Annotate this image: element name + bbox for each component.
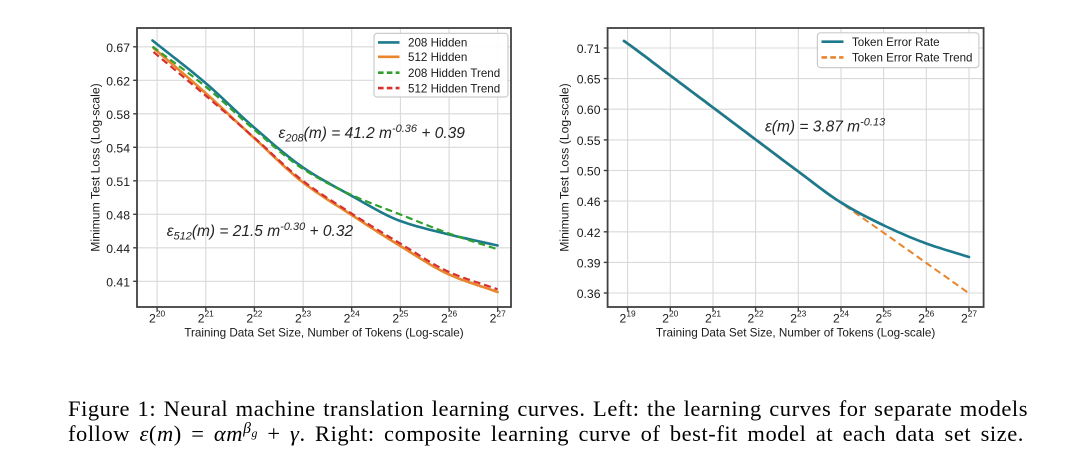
- svg-text:0.46: 0.46: [577, 195, 601, 209]
- svg-text:0.58: 0.58: [106, 108, 130, 122]
- svg-text:Token Error Rate Trend: Token Error Rate Trend: [852, 52, 973, 65]
- svg-text:Minimum Test Loss (Log-scale): Minimum Test Loss (Log-scale): [558, 83, 572, 251]
- svg-text:0.51: 0.51: [106, 175, 130, 189]
- svg-text:0.65: 0.65: [577, 73, 601, 87]
- svg-text:Training Data Set Size, Number: Training Data Set Size, Number of Tokens…: [184, 327, 463, 340]
- svg-text:0.41: 0.41: [106, 275, 130, 289]
- svg-text:512 Hidden: 512 Hidden: [408, 51, 467, 64]
- svg-text:0.50: 0.50: [577, 165, 601, 179]
- svg-text:512 Hidden Trend: 512 Hidden Trend: [408, 82, 500, 95]
- svg-text:0.62: 0.62: [106, 74, 130, 88]
- svg-text:0.54: 0.54: [106, 141, 130, 155]
- svg-text:Token Error Rate: Token Error Rate: [852, 36, 940, 49]
- svg-text:0.48: 0.48: [106, 208, 130, 222]
- svg-text:ε208(m) = 41.2 m-0.36 + 0.39: ε208(m) = 41.2 m-0.36 + 0.39: [279, 123, 466, 145]
- svg-text:208 Hidden: 208 Hidden: [408, 37, 467, 50]
- svg-text:0.71: 0.71: [577, 42, 601, 56]
- svg-text:0.44: 0.44: [106, 242, 130, 256]
- svg-text:0.42: 0.42: [577, 226, 601, 240]
- svg-text:Training Data Set Size, Number: Training Data Set Size, Number of Tokens…: [656, 327, 935, 340]
- svg-text:0.55: 0.55: [577, 134, 601, 148]
- svg-text:0.67: 0.67: [106, 41, 130, 55]
- svg-text:Minimum Test Loss (Log-scale): Minimum Test Loss (Log-scale): [89, 83, 103, 251]
- svg-text:ε512(m) = 21.5 m-0.30 + 0.32: ε512(m) = 21.5 m-0.30 + 0.32: [167, 221, 354, 243]
- svg-text:0.39: 0.39: [577, 256, 601, 270]
- svg-text:0.36: 0.36: [577, 287, 601, 301]
- svg-text:208 Hidden Trend: 208 Hidden Trend: [408, 67, 500, 80]
- svg-text:0.60: 0.60: [577, 103, 601, 117]
- svg-text:ε(m) = 3.87 m-0.13: ε(m) = 3.87 m-0.13: [765, 117, 886, 136]
